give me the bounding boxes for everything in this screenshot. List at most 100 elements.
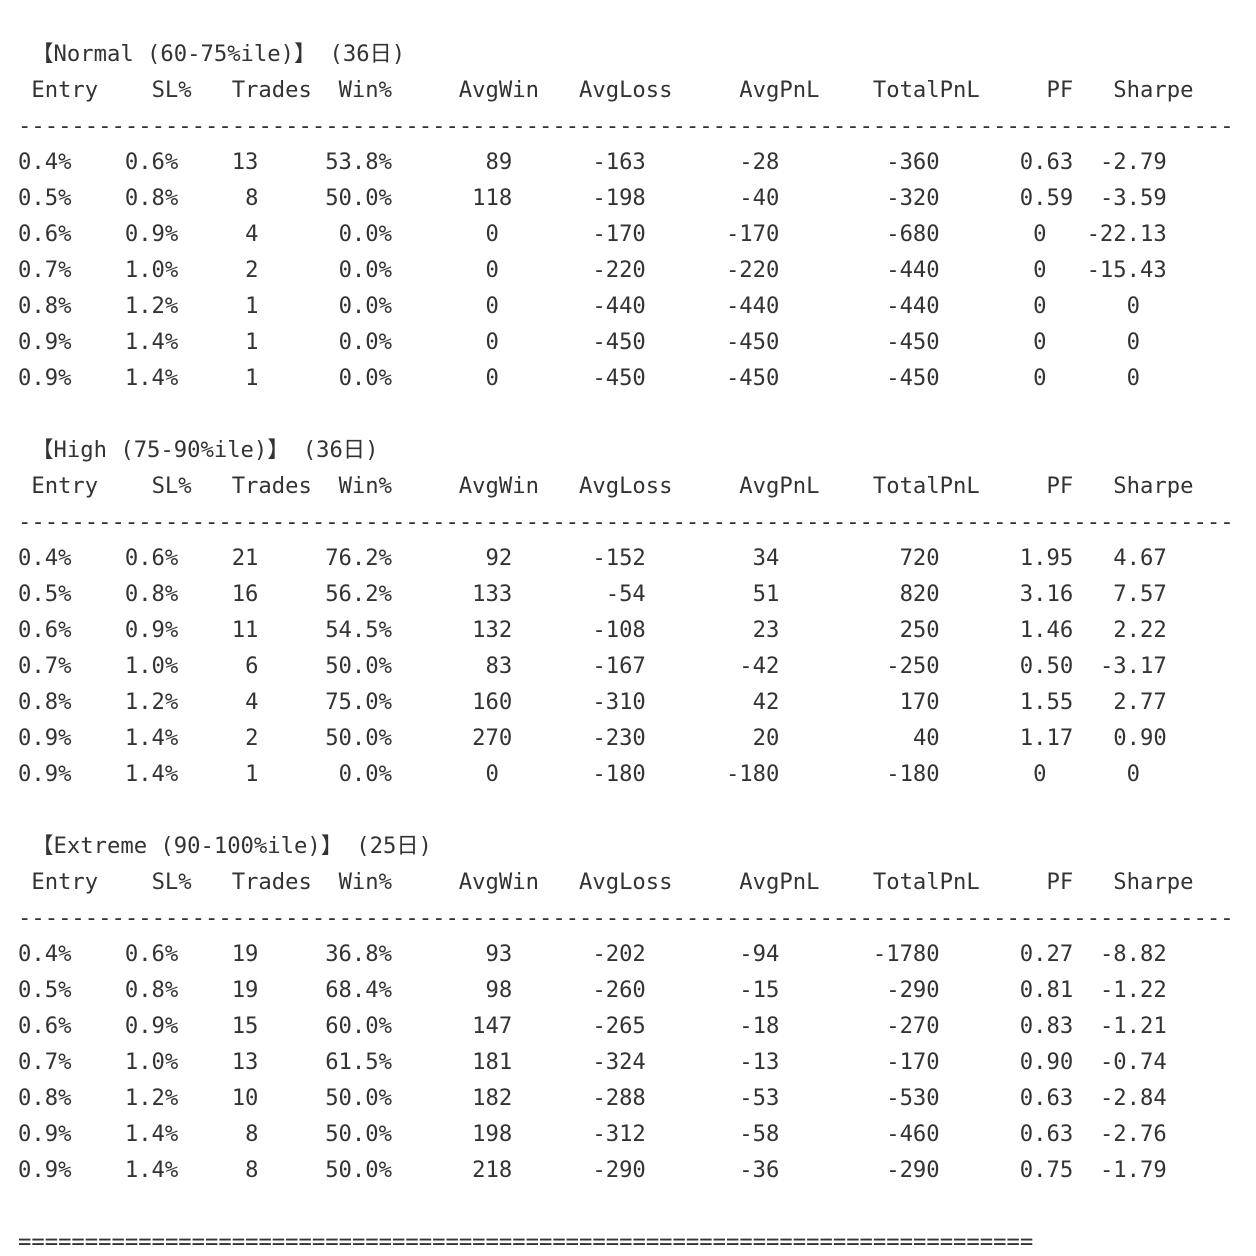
- cell-sharpe: -2.76: [1099, 1121, 1167, 1147]
- cell-trades: 19: [231, 941, 259, 967]
- cell-sl-pct: 1.4%: [124, 761, 179, 787]
- col-header-avgloss: AvgLoss: [579, 869, 673, 895]
- col-header-avgpnl: AvgPnL: [739, 473, 820, 499]
- cell-trades: 2: [245, 725, 259, 751]
- cell-avgloss: -220: [592, 257, 646, 283]
- cell-avgloss: -450: [592, 365, 646, 391]
- blank-line: [18, 396, 1256, 432]
- cell-win-pct: 50.0%: [325, 1121, 392, 1147]
- cell-sl-pct: 0.6%: [124, 545, 179, 571]
- cell-pf: 0.83: [1019, 1013, 1074, 1039]
- cell-sharpe: -1.21: [1099, 1013, 1167, 1039]
- cell-trades: 8: [245, 1121, 259, 1147]
- table-title-text: 【Extreme (90-100%ile)】: [31, 833, 343, 859]
- cell-avgloss: -290: [592, 1157, 646, 1183]
- cell-trades: 21: [231, 545, 259, 571]
- cell-avgpnl: -53: [739, 1085, 780, 1111]
- cell-sl-pct: 1.2%: [124, 689, 179, 715]
- cell-win-pct: 50.0%: [325, 653, 392, 679]
- cell-totalpnl: 40: [912, 725, 940, 751]
- cell-sl-pct: 1.2%: [124, 1085, 179, 1111]
- cell-pf: 0: [1033, 329, 1047, 355]
- cell-pf: 0.63: [1019, 1121, 1074, 1147]
- cell-avgloss: -265: [592, 1013, 646, 1039]
- cell-avgwin: 270: [472, 725, 513, 751]
- cell-avgpnl: -28: [739, 149, 780, 175]
- cell-sharpe: -8.82: [1099, 941, 1167, 967]
- col-header-totalpnl: TotalPnL: [872, 77, 980, 103]
- cell-win-pct: 50.0%: [325, 1157, 392, 1183]
- cell-avgwin: 147: [472, 1013, 513, 1039]
- percentile-table: 【High (75-90%ile)】 (36日) Entry SL% Trades Wi…: [18, 432, 1256, 792]
- cell-totalpnl: -440: [886, 293, 940, 319]
- cell-entry: 0.8%: [18, 293, 72, 319]
- cell-entry: 0.9%: [18, 1121, 72, 1147]
- cell-avgloss: -230: [592, 725, 646, 751]
- blank-line: [18, 1188, 1256, 1224]
- cell-totalpnl: -1780: [872, 941, 940, 967]
- cell-avgpnl: 42: [752, 689, 780, 715]
- cell-pf: 1.46: [1019, 617, 1074, 643]
- dash-separator-line: ----------------------------------------…: [18, 905, 1234, 931]
- cell-pf: 0: [1033, 761, 1047, 787]
- table-title-text: 【High (75-90%ile)】: [31, 437, 290, 463]
- cell-trades: 1: [245, 365, 259, 391]
- cell-trades: 13: [231, 1049, 259, 1075]
- cell-avgpnl: -40: [739, 185, 780, 211]
- table-period-text: (36日): [329, 41, 406, 67]
- cell-win-pct: 53.8%: [325, 149, 392, 175]
- col-header-entry: Entry: [31, 473, 99, 499]
- cell-avgpnl: -36: [739, 1157, 780, 1183]
- cell-trades: 1: [245, 761, 259, 787]
- cell-trades: 1: [245, 293, 259, 319]
- table-row: 0.8% 1.2% 1 0.0% 0 -440 -440 -440 0 0: [18, 288, 1256, 324]
- cell-win-pct: 68.4%: [325, 977, 392, 1003]
- cell-avgpnl: -220: [725, 257, 780, 283]
- cell-totalpnl: -290: [886, 977, 940, 1003]
- cell-avgpnl: -15: [739, 977, 780, 1003]
- cell-sharpe: 2.77: [1113, 689, 1167, 715]
- cell-win-pct: 56.2%: [325, 581, 392, 607]
- cell-trades: 4: [245, 221, 259, 247]
- col-header-pf: PF: [1046, 473, 1074, 499]
- cell-totalpnl: 720: [899, 545, 940, 571]
- table-title: 【Extreme (90-100%ile)】 (25日): [18, 828, 1256, 864]
- cell-pf: 3.16: [1019, 581, 1074, 607]
- cell-win-pct: 76.2%: [325, 545, 392, 571]
- cell-sl-pct: 1.0%: [124, 653, 179, 679]
- cell-avgpnl: -94: [739, 941, 780, 967]
- percentile-table: 【Normal (60-75%ile)】 (36日) Entry SL% Trades…: [18, 36, 1256, 396]
- cell-pf: 0.50: [1019, 653, 1074, 679]
- cell-sl-pct: 0.8%: [124, 581, 179, 607]
- cell-avgpnl: -13: [739, 1049, 780, 1075]
- table-period-text: (36日): [302, 437, 379, 463]
- cell-trades: 19: [231, 977, 259, 1003]
- cell-trades: 16: [231, 581, 259, 607]
- cell-entry: 0.5%: [18, 977, 72, 1003]
- cell-trades: 15: [231, 1013, 259, 1039]
- cell-avgwin: 218: [472, 1157, 513, 1183]
- cell-avgwin: 132: [472, 617, 513, 643]
- cell-win-pct: 60.0%: [325, 1013, 392, 1039]
- table-row: 0.4% 0.6% 21 76.2% 92 -152 34 720 1.95 4.67: [18, 540, 1256, 576]
- cell-entry: 0.7%: [18, 1049, 72, 1075]
- cell-entry: 0.5%: [18, 185, 72, 211]
- cell-pf: 0: [1033, 257, 1047, 283]
- cell-avgwin: 118: [472, 185, 513, 211]
- cell-sl-pct: 1.4%: [124, 329, 179, 355]
- cell-totalpnl: -450: [886, 365, 940, 391]
- cell-entry: 0.8%: [18, 689, 72, 715]
- cell-avgloss: -312: [592, 1121, 646, 1147]
- col-header-sl-pct: SL%: [151, 869, 192, 895]
- cell-avgwin: 181: [472, 1049, 513, 1075]
- cell-sharpe: 0.90: [1113, 725, 1167, 751]
- cell-sl-pct: 1.4%: [124, 725, 179, 751]
- col-header-totalpnl: TotalPnL: [872, 869, 980, 895]
- cell-avgloss: -167: [592, 653, 646, 679]
- percentile-table: 【Extreme (90-100%ile)】 (25日) Entry SL% Trad…: [18, 828, 1256, 1188]
- cell-totalpnl: -450: [886, 329, 940, 355]
- cell-avgwin: 182: [472, 1085, 513, 1111]
- cell-trades: 6: [245, 653, 259, 679]
- cell-trades: 2: [245, 257, 259, 283]
